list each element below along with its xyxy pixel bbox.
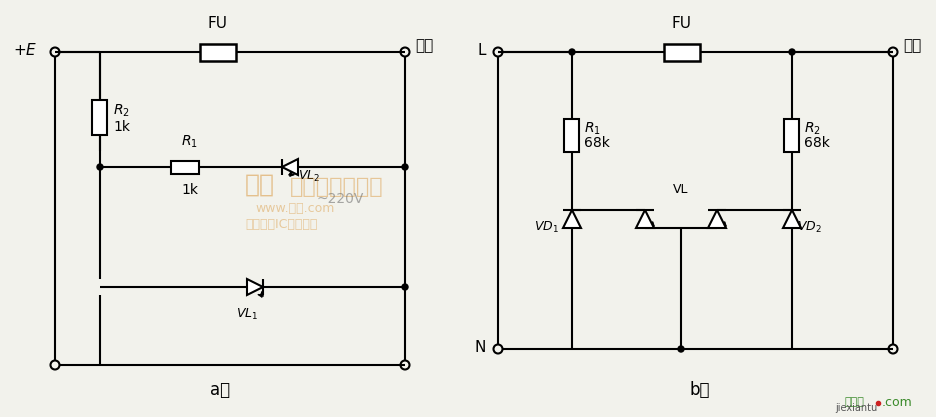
- Bar: [664, 43, 699, 60]
- Text: 输出: 输出: [415, 38, 432, 53]
- Text: $VL_{2}$: $VL_{2}$: [298, 169, 320, 184]
- Text: FU: FU: [208, 16, 227, 31]
- Text: .com: .com: [881, 396, 912, 409]
- Bar: [199, 43, 236, 60]
- Text: $VD_{2}$: $VD_{2}$: [797, 219, 821, 234]
- Circle shape: [97, 164, 103, 170]
- Bar: [783, 118, 798, 151]
- Text: $R_{1}$: $R_{1}$: [181, 133, 197, 150]
- Circle shape: [678, 346, 683, 352]
- Text: 1k: 1k: [181, 183, 197, 197]
- Text: 1k: 1k: [113, 120, 130, 134]
- Circle shape: [402, 284, 407, 290]
- Text: $R_{2}$: $R_{2}$: [803, 121, 820, 137]
- Text: jiexiantu: jiexiantu: [834, 403, 876, 413]
- Text: www.维库.com: www.维库.com: [255, 203, 334, 216]
- Text: $VD_{1}$: $VD_{1}$: [534, 219, 558, 234]
- Text: $+E$: $+E$: [12, 42, 37, 58]
- Text: b）: b）: [689, 381, 709, 399]
- Text: ~220V: ~220V: [316, 192, 363, 206]
- Text: 维库电子市场网: 维库电子市场网: [289, 177, 383, 197]
- Text: 68k: 68k: [803, 136, 829, 150]
- Text: a）: a）: [210, 381, 230, 399]
- Bar: [93, 100, 108, 135]
- Text: FU: FU: [671, 16, 692, 31]
- Polygon shape: [708, 210, 725, 228]
- Text: $R_{2}$: $R_{2}$: [113, 103, 130, 119]
- Circle shape: [568, 49, 575, 55]
- Text: 杭州: 杭州: [244, 173, 274, 197]
- Text: 全球最大IC采购网站: 全球最大IC采购网站: [244, 218, 317, 231]
- Text: $VL_{1}$: $VL_{1}$: [236, 307, 257, 322]
- Circle shape: [402, 164, 407, 170]
- Polygon shape: [782, 210, 800, 228]
- Text: 接线图: 接线图: [844, 397, 864, 407]
- Text: $R_{1}$: $R_{1}$: [583, 121, 600, 137]
- Text: VL: VL: [673, 183, 688, 196]
- Polygon shape: [563, 210, 580, 228]
- Text: L: L: [477, 43, 486, 58]
- Circle shape: [788, 49, 794, 55]
- Bar: [563, 118, 578, 151]
- Bar: [170, 161, 198, 173]
- Polygon shape: [636, 210, 653, 228]
- Polygon shape: [282, 159, 298, 175]
- Text: 输出: 输出: [902, 38, 920, 53]
- Text: 68k: 68k: [583, 136, 609, 150]
- Text: N: N: [475, 339, 486, 354]
- Polygon shape: [247, 279, 263, 295]
